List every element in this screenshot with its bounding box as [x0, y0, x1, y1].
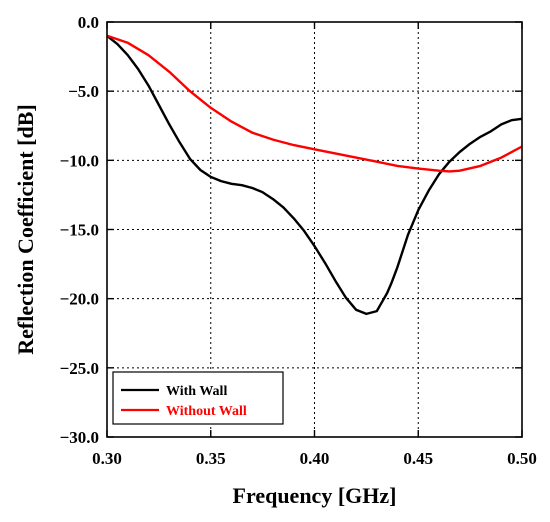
y-tick-label: 0.0	[78, 13, 99, 32]
x-tick-label: 0.30	[92, 449, 122, 468]
x-tick-label: 0.35	[196, 449, 226, 468]
y-tick-label: −20.0	[60, 290, 99, 309]
tick-marks	[106, 21, 523, 438]
x-axis-label: Frequency [GHz]	[233, 483, 397, 508]
y-tick-label: −15.0	[60, 221, 99, 240]
legend: With Wall Without Wall	[112, 371, 284, 425]
series-layer	[106, 34, 523, 316]
y-axis-label: Reflection Coefficient [dB]	[13, 104, 38, 354]
y-tick-label: −10.0	[60, 151, 99, 170]
series-line-without-wall	[106, 34, 523, 173]
x-tick-label: 0.40	[300, 449, 330, 468]
y-tick-label: −30.0	[60, 428, 99, 447]
grid-lines	[107, 22, 522, 437]
y-tick-labels: 0.0 −5.0 −10.0 −15.0 −20.0 −25.0 −30.0	[60, 13, 99, 447]
x-tick-labels: 0.30 0.35 0.40 0.45 0.50	[92, 449, 537, 468]
y-tick-label: −5.0	[68, 82, 99, 101]
legend-label-without-wall: Without Wall	[166, 404, 247, 419]
y-tick-label: −25.0	[60, 359, 99, 378]
x-tick-label: 0.45	[403, 449, 433, 468]
series-line-with-wall	[106, 34, 523, 316]
legend-label-with-wall: With Wall	[166, 384, 227, 399]
legend-box	[112, 371, 284, 425]
x-tick-label: 0.50	[507, 449, 537, 468]
